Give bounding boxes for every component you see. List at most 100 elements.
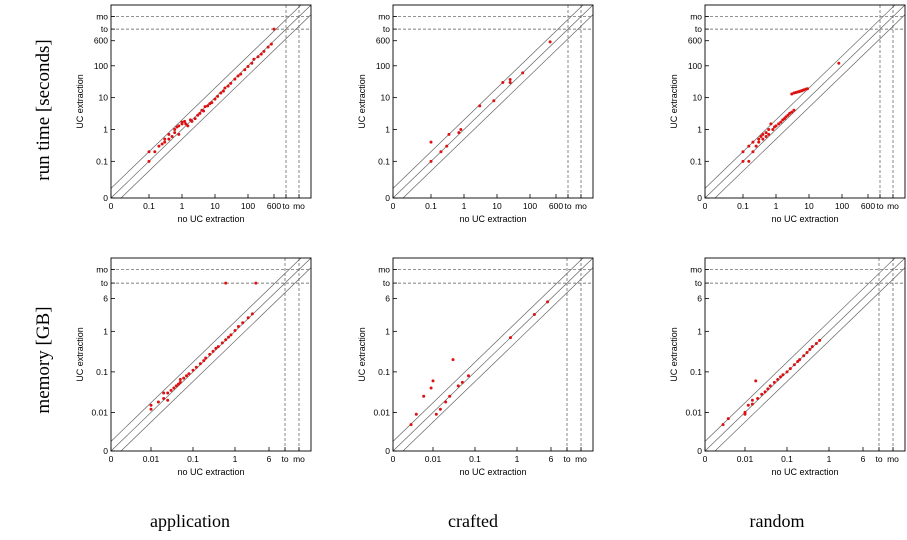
data-point (250, 61, 254, 65)
x-tick-label: 0.01 (737, 454, 754, 464)
x-axis-label: no UC extraction (177, 467, 244, 477)
data-point (726, 417, 730, 421)
y-tick-label: 100 (688, 61, 702, 71)
data-point (190, 119, 194, 123)
data-point (233, 328, 237, 332)
data-point (772, 380, 776, 384)
data-point (429, 386, 433, 390)
y-tick-label: to (383, 24, 390, 34)
data-point (743, 412, 747, 416)
x-tick-label: 6 (549, 454, 554, 464)
data-point (202, 359, 206, 363)
data-point (766, 387, 770, 391)
data-point (837, 61, 841, 65)
y-tick-label: 0 (103, 193, 108, 203)
x-tick-label: 100 (241, 201, 255, 211)
y-tick-label: 0.1 (96, 156, 108, 166)
data-point (191, 368, 195, 372)
plot-frame (392, 257, 594, 452)
x-tick-label: 600 (549, 201, 563, 211)
x-tick-label: 0.1 (737, 201, 749, 211)
data-point (763, 390, 767, 394)
reference-lines (393, 5, 593, 198)
y-tick-label: 0.1 (96, 367, 108, 377)
x-tick-label: 6 (267, 454, 272, 464)
data-point (478, 104, 482, 108)
data-point (186, 124, 190, 128)
x-axis-label: no UC extraction (459, 214, 526, 224)
col-label-crafted: crafted (448, 511, 498, 531)
data-point (147, 150, 151, 154)
diagonal-lower (714, 14, 905, 198)
reference-lines (393, 258, 593, 451)
reference-lines (705, 5, 905, 198)
data-point (169, 388, 173, 392)
x-tick-label: 1 (462, 201, 467, 211)
y-tick-label: 10 (693, 93, 703, 103)
data-point (224, 338, 228, 342)
y-tick-label: mo (378, 12, 390, 22)
data-point (167, 132, 171, 136)
data-point (546, 300, 550, 304)
x-tick-label: 0 (703, 454, 708, 464)
data-point (233, 77, 237, 81)
data-point (252, 57, 256, 61)
data-point (754, 379, 758, 383)
x-tick-label: 1 (233, 454, 238, 464)
data-point (226, 84, 230, 88)
y-tick-label: 0.01 (91, 407, 108, 417)
diagonal-upper (111, 258, 302, 442)
data-point (166, 398, 170, 402)
data-point (456, 384, 460, 388)
data-point (198, 111, 202, 115)
data-point (206, 104, 210, 108)
x-tick-label: mo (293, 201, 305, 211)
data-point (422, 394, 426, 398)
data-point (781, 373, 785, 377)
data-point (751, 150, 755, 154)
data-point (229, 333, 233, 337)
x-tick-label: 0.1 (143, 201, 155, 211)
data-point (193, 117, 197, 121)
y-tick-label: to (695, 278, 702, 288)
data-point (211, 349, 215, 353)
data-point (814, 342, 818, 346)
y-tick-label: mo (378, 265, 390, 275)
data-point (448, 394, 452, 398)
y-tick-label: to (695, 24, 702, 34)
diagonal-upper (393, 5, 584, 189)
data-point (521, 71, 525, 75)
data-point (149, 403, 153, 407)
data-point (194, 365, 198, 369)
x-tick-label: 0 (391, 454, 396, 464)
y-tick-label: 0.01 (373, 407, 390, 417)
data-point (501, 80, 505, 84)
data-point (810, 345, 814, 349)
x-tick-label: mo (293, 454, 305, 464)
y-tick-label: 0 (385, 193, 390, 203)
data-point (767, 127, 771, 131)
diagonal-lower (714, 267, 905, 451)
y-tick-label: mo (96, 12, 108, 22)
data-point (196, 113, 200, 117)
plot-frame (110, 257, 312, 452)
data-point (167, 137, 171, 141)
x-axis-label: no UC extraction (771, 214, 838, 224)
data-point (183, 119, 187, 123)
data-point (774, 124, 778, 128)
data-point (214, 346, 218, 350)
data-point (751, 140, 755, 144)
y-tick-label: mo (690, 12, 702, 22)
data-point (216, 94, 220, 98)
data-point (147, 159, 151, 163)
reference-lines (705, 258, 905, 451)
x-tick-label: mo (887, 454, 899, 464)
x-tick-label: 0.01 (143, 454, 160, 464)
data-point (266, 45, 270, 49)
data-point (173, 131, 177, 135)
data-point (156, 400, 160, 404)
y-tick-label: 10 (381, 93, 391, 103)
data-point (163, 137, 167, 141)
data-point (754, 144, 758, 148)
